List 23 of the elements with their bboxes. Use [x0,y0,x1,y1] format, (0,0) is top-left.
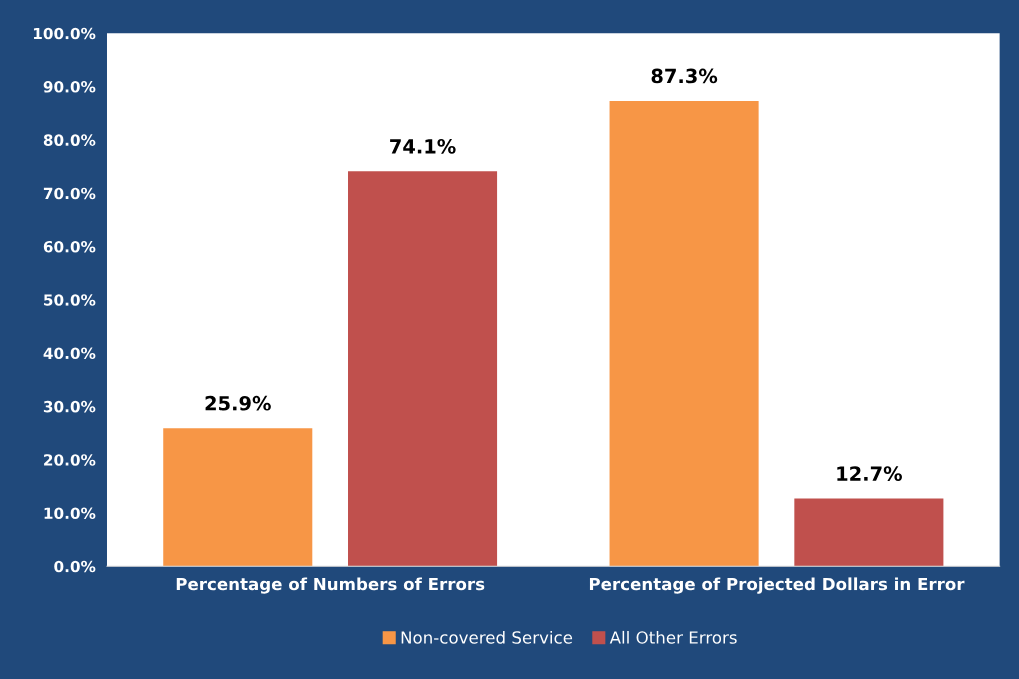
text: 74.1% [390,138,456,154]
y-tick-label: 20.0% [44,454,96,466]
y-tick-label: 30.0% [43,400,96,413]
y-tick-label: 40.0% [43,347,96,360]
y-tick-label: 70.0% [43,187,96,200]
text: 25.9% [205,395,271,411]
bar [163,428,313,567]
y-tick-label: 80.0% [43,134,96,146]
legend-label: All Other Errors [609,630,737,644]
y-tick-label: 90.0% [43,81,96,93]
bar [794,498,944,567]
bar [348,171,498,567]
y-tick-label: 100.0% [33,27,96,40]
y-tick-label: 0.0% [54,560,96,573]
bar [609,100,759,567]
y-tick-label: 10.0% [44,507,96,520]
text: 87.3% [651,68,718,84]
legend-label: Non-covered Service [401,630,573,644]
text: 12.7% [837,466,902,481]
y-tick-label: 60.0% [43,240,96,253]
x-tick-label: Percentage of Numbers of Errors [176,577,485,594]
x-tick-label: Percentage of Projected Dollars in Error [589,577,965,594]
y-tick-label: 50.0% [44,294,96,306]
